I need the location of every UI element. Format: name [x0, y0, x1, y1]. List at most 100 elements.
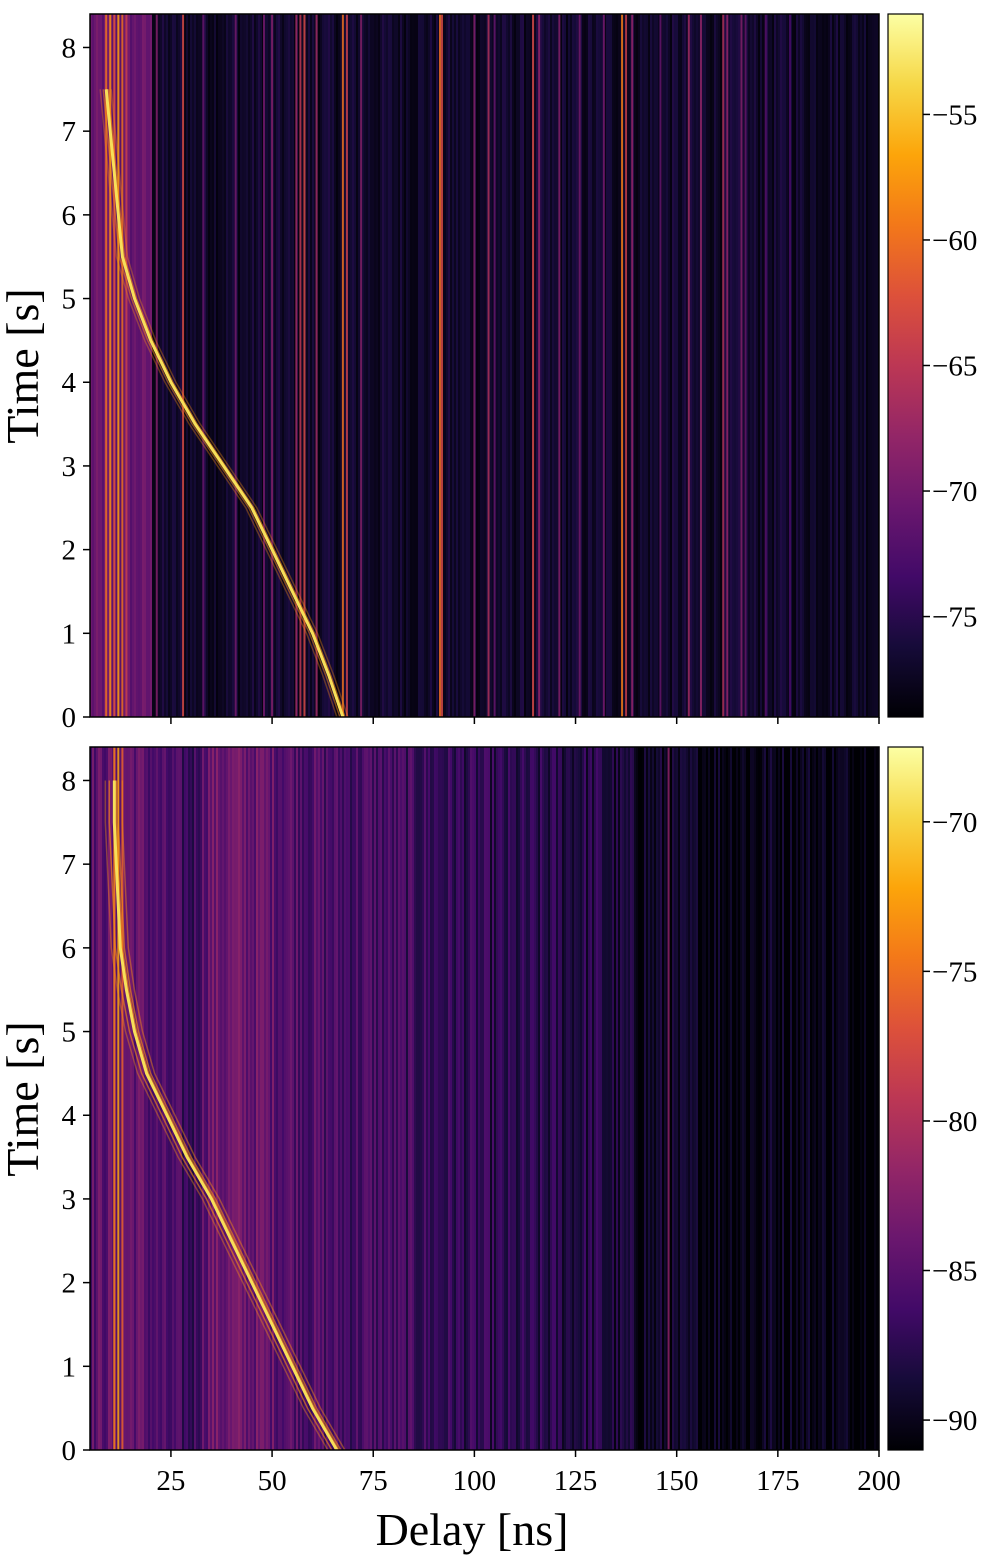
- heatmap-column: [676, 14, 678, 717]
- heatmap-column: [236, 14, 238, 717]
- heatmap-column: [462, 747, 464, 1450]
- heatmap-column: [264, 747, 266, 1450]
- heatmap-column: [676, 747, 678, 1450]
- heatmap-column: [802, 14, 804, 717]
- y-tick-label: 6: [62, 200, 77, 232]
- heatmap-column: [732, 14, 734, 717]
- heatmap-column: [656, 747, 658, 1450]
- heatmap-column: [730, 14, 732, 717]
- heatmap-column: [194, 14, 196, 717]
- heatmap-column: [528, 747, 530, 1450]
- heatmap-column: [144, 747, 146, 1450]
- heatmap-column: [592, 14, 594, 717]
- y-ticks-bottom: 0 1 2 3 4 5 6 7 8: [62, 765, 90, 1467]
- heatmap-column: [800, 14, 802, 717]
- heatmap-column: [190, 14, 192, 717]
- heatmap-column: [754, 14, 756, 717]
- heatmap-column: [352, 14, 354, 717]
- heatmap-column: [414, 14, 416, 717]
- heatmap-column: [702, 747, 704, 1450]
- heatmap-column: [486, 14, 488, 717]
- heatmap-column: [524, 14, 526, 717]
- heatmap-column: [460, 14, 462, 717]
- heatmap-column: [588, 14, 590, 717]
- heatmap-column: [420, 747, 422, 1450]
- heatmap-column: [664, 14, 666, 717]
- heatmap-column: [186, 14, 188, 717]
- y-tick-label: 2: [62, 535, 77, 567]
- heatmap-column: [830, 747, 832, 1450]
- heatmap-column: [170, 14, 172, 717]
- heatmap-column: [718, 14, 720, 717]
- heatmap-column: [626, 747, 628, 1450]
- heatmap-column: [100, 14, 102, 717]
- heatmap-column: [96, 747, 98, 1450]
- heatmap-column: [362, 14, 364, 717]
- heatmap-column: [568, 747, 570, 1450]
- heatmap-column: [576, 747, 578, 1450]
- heatmap-column: [682, 747, 684, 1450]
- heatmap-column: [674, 747, 676, 1450]
- heatmap-column: [192, 14, 194, 717]
- heatmap-column: [246, 14, 248, 717]
- heatmap-column: [636, 747, 638, 1450]
- heatmap-column: [856, 747, 858, 1450]
- heatmap-column: [404, 14, 406, 717]
- colorbar-tick-label: −80: [932, 1106, 977, 1138]
- heatmap-column: [840, 14, 842, 717]
- heatmap-column: [458, 747, 460, 1450]
- heatmap-column: [714, 747, 716, 1450]
- heatmap-column: [284, 14, 286, 717]
- heatmap-column: [476, 747, 478, 1450]
- heatmap-column: [120, 14, 122, 717]
- heatmap-column: [322, 14, 324, 717]
- heatmap-column: [846, 747, 848, 1450]
- heatmap-column: [570, 14, 572, 717]
- heatmap-column: [448, 747, 450, 1450]
- heatmap-column: [784, 14, 786, 717]
- heatmap-column: [444, 747, 446, 1450]
- trajectory-echo: [115, 780, 340, 1450]
- heatmap-column: [314, 747, 316, 1450]
- heatmap-column: [416, 747, 418, 1450]
- heatmap-column: [502, 14, 504, 717]
- heatmap-column: [816, 14, 818, 717]
- heatmap-column: [198, 14, 200, 717]
- y-tick-label: 4: [62, 367, 77, 399]
- heatmap-column: [506, 14, 508, 717]
- heatmap-column: [184, 14, 186, 717]
- heatmap-column: [482, 747, 484, 1450]
- heatmap-column: [466, 14, 468, 717]
- heatmap-column: [100, 747, 102, 1450]
- heatmap-column: [854, 747, 856, 1450]
- heatmap-column: [842, 14, 844, 717]
- heatmap-column: [540, 14, 542, 717]
- heatmap-column: [748, 747, 750, 1450]
- heatmap-column: [566, 14, 568, 717]
- heatmap-column: [656, 14, 658, 717]
- heatmap-column: [598, 747, 600, 1450]
- heatmap-column: [852, 747, 854, 1450]
- heatmap-column: [322, 747, 324, 1450]
- heatmap-column: [744, 747, 746, 1450]
- heatmap-column: [822, 14, 824, 717]
- heatmap-column: [484, 14, 486, 717]
- heatmap-column: [746, 747, 748, 1450]
- heatmap-column: [620, 747, 622, 1450]
- heatmap-column: [836, 747, 838, 1450]
- colorbar-ticks-bottom: −70 −75 −80 −85 −90: [923, 807, 977, 1437]
- heatmap-column: [436, 14, 438, 717]
- heatmap-column: [156, 747, 158, 1450]
- heatmap-column: [828, 14, 830, 717]
- heatmap-column: [314, 14, 316, 717]
- heatmap-column: [600, 14, 602, 717]
- heatmap-column: [612, 747, 614, 1450]
- heatmap-column: [700, 747, 702, 1450]
- heatmap-column: [768, 14, 770, 717]
- heatmap-column: [720, 747, 722, 1450]
- heatmap-column: [562, 747, 564, 1450]
- heatmap-plot-area-top: [90, 14, 879, 717]
- heatmap-column: [204, 14, 206, 717]
- heatmap-column: [402, 747, 404, 1450]
- heatmap-column: [702, 14, 704, 717]
